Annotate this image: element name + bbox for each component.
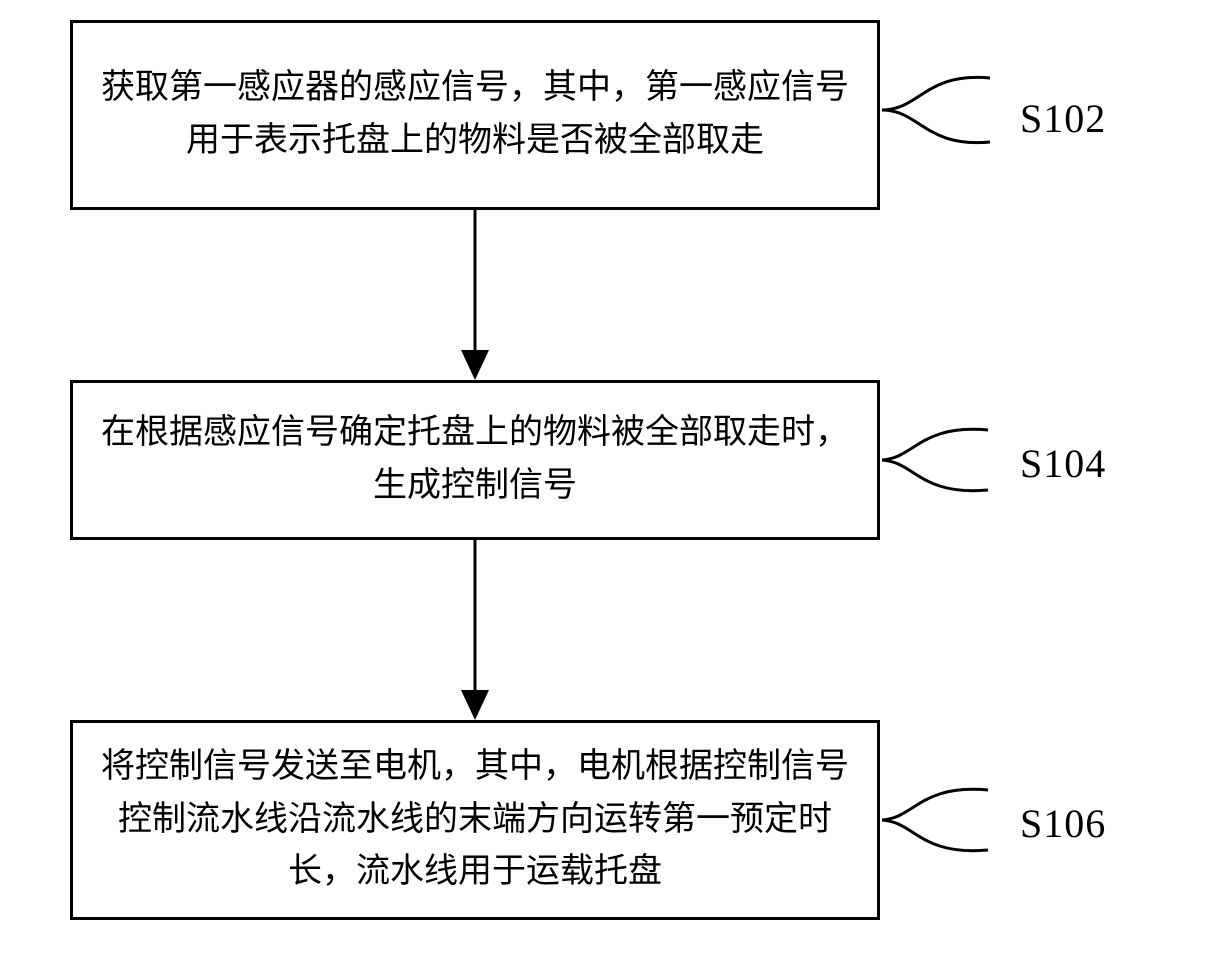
flow-step-text: 在根据感应信号确定托盘上的物料被全部取走时，生成控制信号 xyxy=(101,407,849,512)
flow-step-s102: 获取第一感应器的感应信号，其中，第一感应信号用于表示托盘上的物料是否被全部取走 xyxy=(70,20,880,210)
arrow-s102-s104 xyxy=(455,210,495,380)
flow-step-text: 将控制信号发送至电机，其中，电机根据控制信号控制流水线沿流水线的末端方向运转第一… xyxy=(101,741,849,899)
step-label-s106: S106 xyxy=(1020,800,1106,847)
step-label-s104: S104 xyxy=(1020,440,1106,487)
step-label-s102: S102 xyxy=(1020,95,1106,142)
brace-connector xyxy=(880,410,1020,510)
flow-step-s106: 将控制信号发送至电机，其中，电机根据控制信号控制流水线沿流水线的末端方向运转第一… xyxy=(70,720,880,920)
arrow-s104-s106 xyxy=(455,540,495,720)
flowchart-canvas: 获取第一感应器的感应信号，其中，第一感应信号用于表示托盘上的物料是否被全部取走 … xyxy=(0,0,1227,969)
brace-connector xyxy=(880,60,1020,160)
flow-step-s104: 在根据感应信号确定托盘上的物料被全部取走时，生成控制信号 xyxy=(70,380,880,540)
flow-step-text: 获取第一感应器的感应信号，其中，第一感应信号用于表示托盘上的物料是否被全部取走 xyxy=(101,62,849,167)
brace-connector xyxy=(880,770,1020,870)
